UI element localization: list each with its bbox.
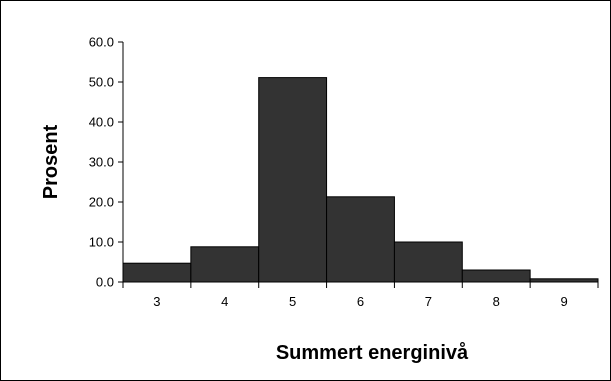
y-tick-label: 40.0 [89, 115, 114, 130]
x-tick-label: 7 [425, 294, 432, 309]
bar [190, 246, 260, 283]
x-tick-label: 3 [153, 294, 160, 309]
y-tick-label: 50.0 [89, 75, 114, 90]
bar [326, 196, 395, 283]
bars [122, 77, 599, 283]
y-tick-label: 20.0 [89, 195, 114, 210]
y-axis: 0.0 10.0 20.0 30.0 40.0 50.0 60.0 [89, 35, 124, 290]
y-tick-label: 0.0 [96, 275, 114, 290]
y-tick-label: 60.0 [89, 35, 114, 50]
x-axis: 3 4 5 6 7 8 9 [122, 281, 599, 309]
x-tick-label: 4 [221, 294, 228, 309]
x-tick-label: 6 [357, 294, 364, 309]
bar [461, 269, 531, 283]
bar [258, 77, 328, 283]
y-tick-label: 30.0 [89, 155, 114, 170]
x-tick-label: 5 [289, 294, 296, 309]
bar [122, 262, 192, 283]
y-tick-label: 10.0 [89, 235, 114, 250]
x-tick-label: 9 [560, 294, 567, 309]
x-axis-title: Summert energinivå [276, 341, 469, 364]
x-tick-label: 8 [493, 294, 500, 309]
bar [393, 241, 463, 283]
y-axis-title: Prosent [40, 124, 62, 199]
